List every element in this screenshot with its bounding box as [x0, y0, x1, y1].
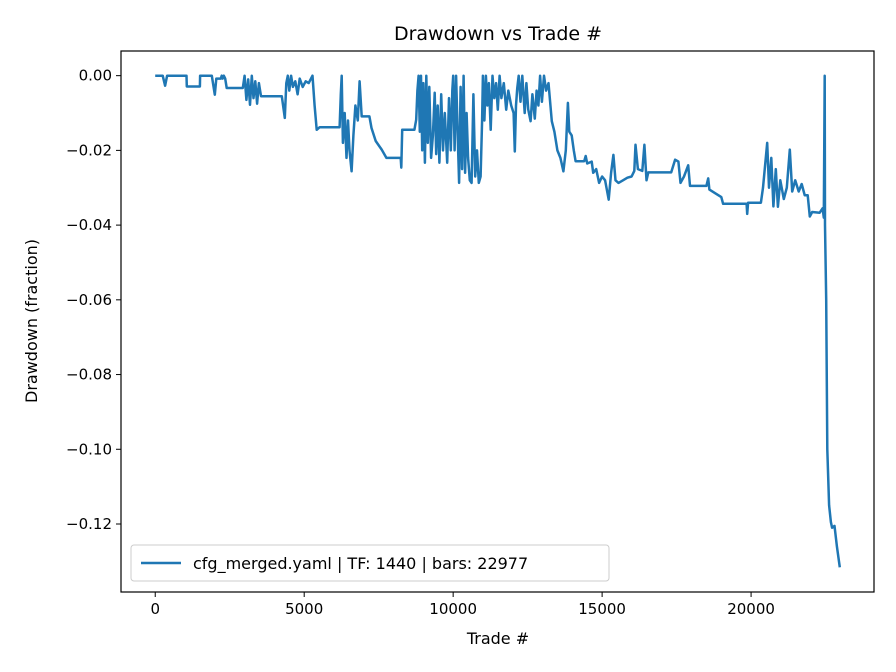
x-axis: 0 5000 10000 15000 20000 [150, 592, 775, 618]
x-axis-label: Trade # [466, 629, 529, 648]
y-tick-label: −0.12 [66, 515, 112, 533]
legend-label: cfg_merged.yaml | TF: 1440 | bars: 22977 [193, 554, 528, 574]
y-axis-label: Drawdown (fraction) [22, 239, 41, 403]
x-tick-label: 20000 [727, 600, 775, 618]
x-tick-label: 15000 [578, 600, 626, 618]
x-tick-label: 0 [150, 600, 160, 618]
axes-frame [120, 50, 875, 593]
y-axis: 0.00 −0.02 −0.04 −0.06 −0.08 −0.10 −0.12 [66, 67, 121, 533]
series-line-drawdown [155, 74, 842, 568]
y-tick-label: −0.04 [66, 216, 112, 234]
y-tick-label: 0.00 [79, 67, 112, 85]
legend-box [130, 544, 610, 582]
y-tick-label: −0.10 [66, 440, 112, 458]
x-tick-label: 5000 [285, 600, 323, 618]
y-tick-label: −0.06 [66, 291, 112, 309]
y-tick-label: −0.02 [66, 141, 112, 159]
x-tick-label: 10000 [429, 600, 477, 618]
chart-title: Drawdown vs Trade # [394, 23, 602, 45]
legend: cfg_merged.yaml | TF: 1440 | bars: 22977 [130, 544, 610, 582]
y-tick-label: −0.08 [66, 366, 112, 384]
